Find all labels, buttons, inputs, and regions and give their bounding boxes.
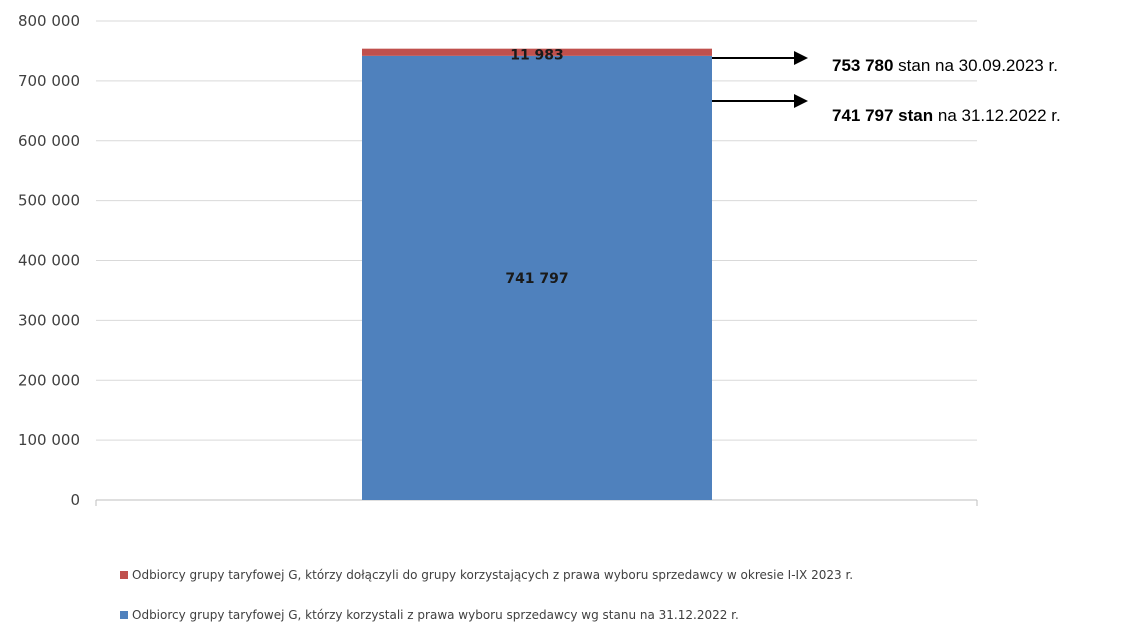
arrow-head-icon (794, 51, 808, 65)
annotation-total-2022-text: na 31.12.2022 r. (933, 106, 1061, 125)
y-tick-label: 500 000 (18, 192, 80, 210)
data-label-1: 11 983 (510, 48, 564, 64)
y-tick-label: 0 (70, 491, 80, 509)
annotation-total-2023: 753 780 stan na 30.09.2023 r. (832, 56, 1058, 76)
legend-entry-2022: Odbiorcy grupy taryfowej G, którzy korzy… (120, 608, 739, 622)
legend-swatch-blue (120, 611, 128, 619)
data-labels: 741 797 11 983 (505, 48, 568, 287)
y-tick-label: 600 000 (18, 132, 80, 150)
legend-text-2022: Odbiorcy grupy taryfowej G, którzy korzy… (132, 608, 739, 622)
bar-segment-0 (362, 55, 712, 500)
arrow-head-icon (794, 94, 808, 108)
annotation-arrows (712, 51, 808, 108)
legend-entry-new-2023: Odbiorcy grupy taryfowej G, którzy dołąc… (120, 568, 853, 582)
y-tick-label: 700 000 (18, 72, 80, 90)
annotation-total-2022: 741 797 stan na 31.12.2022 r. (832, 106, 1061, 126)
y-axis-tick-labels: 0 100 000 200 000 300 000 400 000 500 000 600 … (18, 12, 80, 509)
y-tick-label: 300 000 (18, 311, 80, 329)
annotation-total-2023-text: stan na 30.09.2023 r. (893, 56, 1058, 75)
y-tick-label: 800 000 (18, 12, 80, 30)
data-label-0: 741 797 (505, 271, 568, 287)
y-tick-label: 100 000 (18, 431, 80, 449)
legend-text-new-2023: Odbiorcy grupy taryfowej G, którzy dołąc… (132, 568, 854, 582)
bars (362, 48, 712, 500)
bar-segment-1 (362, 48, 712, 56)
legend-swatch-red (120, 571, 128, 579)
annotation-total-2023-value: 753 780 (832, 56, 894, 75)
y-tick-label: 400 000 (18, 252, 80, 270)
annotation-total-2022-value: 741 797 stan (832, 106, 934, 125)
y-tick-label: 200 000 (18, 371, 80, 389)
